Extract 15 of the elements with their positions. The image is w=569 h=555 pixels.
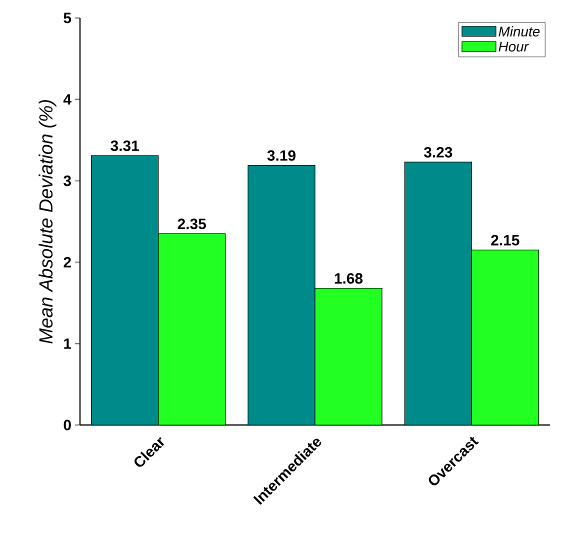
legend-label: Minute (498, 26, 540, 36)
y-tick-label: 2 (64, 256, 71, 268)
data-label: 3.19 (267, 150, 296, 161)
y-tick-label: 1 (64, 338, 72, 349)
y-tick-label: 5 (64, 12, 72, 24)
legend-label: Hour (498, 42, 529, 52)
y-tick-label: 4 (63, 94, 72, 105)
data-label: 3.31 (110, 140, 139, 152)
y-axis-title: Mean Absolute Deviation (%) (38, 100, 56, 344)
data-label: 2.15 (491, 234, 520, 246)
data-label: 2.35 (178, 218, 206, 230)
data-label: 1.68 (334, 273, 363, 284)
y-tick-label: 0 (64, 420, 71, 430)
data-label: 3.23 (424, 146, 452, 158)
y-tick-label: 3 (64, 175, 71, 186)
